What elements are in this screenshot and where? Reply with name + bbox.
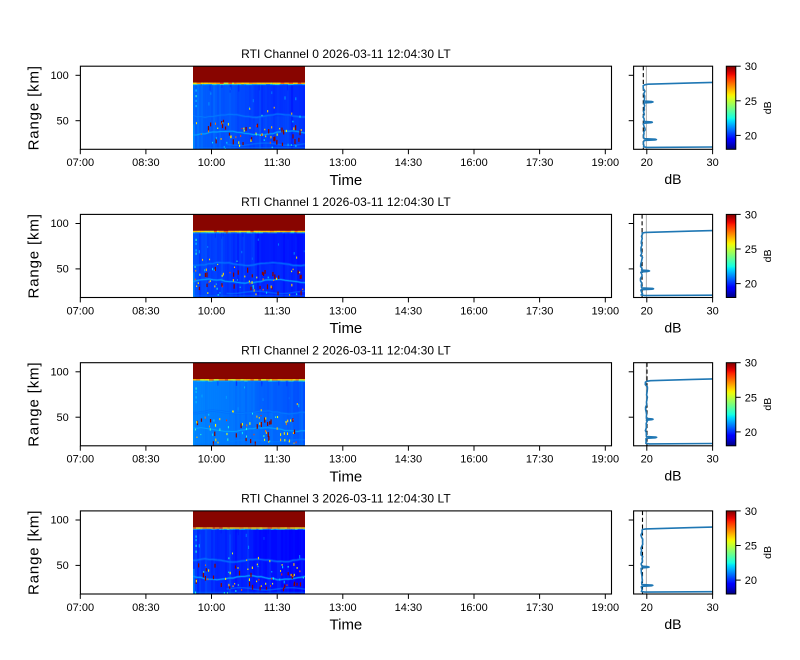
svg-text:25: 25	[745, 392, 757, 404]
svg-text:30: 30	[706, 602, 718, 614]
svg-text:RTI Channel 1 2026-03-11 12:04: RTI Channel 1 2026-03-11 12:04:30 LT	[241, 195, 451, 209]
svg-text:20: 20	[641, 305, 653, 317]
svg-text:dB: dB	[762, 249, 774, 262]
svg-text:Time: Time	[330, 468, 363, 485]
svg-text:30: 30	[706, 454, 718, 466]
svg-text:dB: dB	[664, 171, 681, 187]
svg-text:100: 100	[50, 515, 68, 527]
svg-text:13:00: 13:00	[329, 157, 357, 169]
svg-text:10:00: 10:00	[198, 157, 226, 169]
svg-text:08:30: 08:30	[132, 454, 160, 466]
svg-text:dB: dB	[762, 546, 774, 559]
svg-text:50: 50	[57, 264, 69, 276]
svg-text:30: 30	[745, 61, 757, 73]
svg-text:100: 100	[50, 366, 68, 378]
svg-text:dB: dB	[664, 468, 681, 484]
svg-text:Range [km]: Range [km]	[26, 362, 43, 447]
svg-text:13:00: 13:00	[329, 602, 357, 614]
svg-text:20: 20	[745, 279, 757, 291]
svg-text:14:30: 14:30	[395, 305, 423, 317]
svg-text:30: 30	[706, 157, 718, 169]
svg-text:20: 20	[745, 575, 757, 587]
svg-text:25: 25	[745, 244, 757, 256]
svg-text:50: 50	[57, 115, 69, 127]
svg-text:16:00: 16:00	[460, 602, 488, 614]
svg-text:16:00: 16:00	[460, 305, 488, 317]
svg-text:dB: dB	[664, 616, 681, 632]
svg-text:30: 30	[745, 358, 757, 370]
svg-text:14:30: 14:30	[395, 157, 423, 169]
svg-text:17:30: 17:30	[526, 602, 554, 614]
svg-text:11:30: 11:30	[264, 157, 291, 169]
svg-text:Range [km]: Range [km]	[26, 213, 43, 298]
svg-text:17:30: 17:30	[526, 454, 554, 466]
svg-text:20: 20	[641, 157, 653, 169]
svg-text:Time: Time	[330, 320, 363, 337]
svg-text:08:30: 08:30	[132, 602, 160, 614]
svg-text:50: 50	[57, 412, 69, 424]
svg-text:10:00: 10:00	[198, 454, 226, 466]
svg-text:100: 100	[50, 218, 68, 230]
svg-text:dB: dB	[762, 398, 774, 411]
svg-text:17:30: 17:30	[526, 305, 554, 317]
svg-text:07:00: 07:00	[67, 305, 95, 317]
svg-text:19:00: 19:00	[592, 454, 620, 466]
svg-text:13:00: 13:00	[329, 454, 357, 466]
svg-text:30: 30	[706, 305, 718, 317]
svg-text:13:00: 13:00	[329, 305, 357, 317]
svg-text:Range [km]: Range [km]	[26, 65, 43, 150]
svg-text:50: 50	[57, 560, 69, 572]
svg-text:07:00: 07:00	[67, 157, 95, 169]
svg-text:19:00: 19:00	[592, 602, 620, 614]
svg-text:10:00: 10:00	[198, 305, 226, 317]
svg-text:11:30: 11:30	[264, 602, 291, 614]
svg-text:16:00: 16:00	[460, 157, 488, 169]
svg-text:25: 25	[745, 96, 757, 108]
svg-text:11:30: 11:30	[264, 454, 291, 466]
svg-text:20: 20	[745, 130, 757, 142]
svg-text:30: 30	[745, 506, 757, 518]
svg-text:20: 20	[745, 427, 757, 439]
svg-text:Range [km]: Range [km]	[26, 510, 43, 595]
svg-text:07:00: 07:00	[67, 454, 95, 466]
svg-text:dB: dB	[664, 319, 681, 335]
svg-text:30: 30	[745, 209, 757, 221]
svg-text:20: 20	[641, 454, 653, 466]
svg-text:07:00: 07:00	[67, 602, 95, 614]
svg-text:17:30: 17:30	[526, 157, 554, 169]
svg-text:Time: Time	[330, 617, 363, 634]
svg-text:14:30: 14:30	[395, 454, 423, 466]
svg-text:Time: Time	[330, 172, 363, 189]
svg-text:11:30: 11:30	[264, 305, 291, 317]
svg-text:14:30: 14:30	[395, 602, 423, 614]
svg-text:19:00: 19:00	[592, 157, 620, 169]
svg-text:20: 20	[641, 602, 653, 614]
svg-text:100: 100	[50, 70, 68, 82]
svg-text:RTI Channel 2 2026-03-11 12:04: RTI Channel 2 2026-03-11 12:04:30 LT	[241, 344, 451, 358]
svg-text:16:00: 16:00	[460, 454, 488, 466]
svg-text:10:00: 10:00	[198, 602, 226, 614]
svg-text:19:00: 19:00	[592, 305, 620, 317]
svg-text:08:30: 08:30	[132, 305, 160, 317]
svg-text:25: 25	[745, 541, 757, 553]
svg-text:08:30: 08:30	[132, 157, 160, 169]
svg-text:RTI Channel 3 2026-03-11 12:04: RTI Channel 3 2026-03-11 12:04:30 LT	[241, 492, 451, 506]
svg-text:dB: dB	[762, 101, 774, 114]
svg-text:RTI Channel 0 2026-03-11 12:04: RTI Channel 0 2026-03-11 12:04:30 LT	[241, 47, 451, 61]
